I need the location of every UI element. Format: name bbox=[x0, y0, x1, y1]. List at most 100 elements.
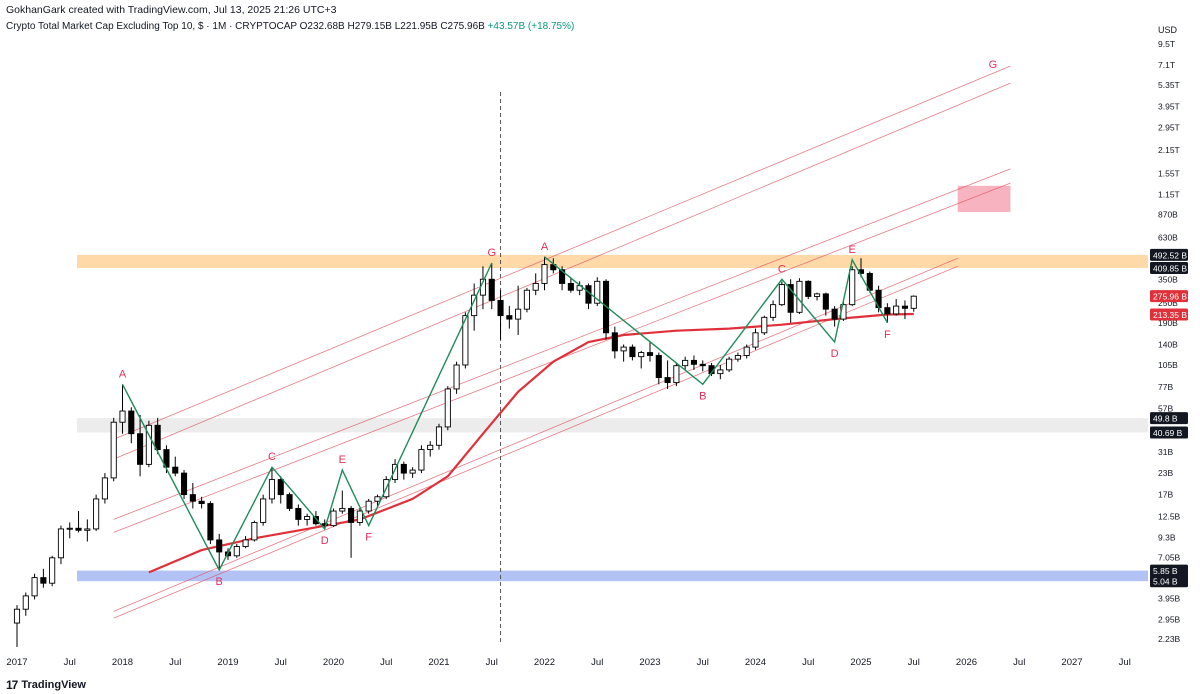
candle bbox=[453, 361, 460, 394]
y-tick-label: 140B bbox=[1158, 340, 1178, 350]
candle-body-down bbox=[312, 516, 319, 525]
candle bbox=[93, 494, 100, 531]
candle-body-up bbox=[717, 369, 724, 375]
candle bbox=[638, 350, 645, 369]
candle-body-down bbox=[831, 308, 838, 320]
price-tag-bg bbox=[1150, 262, 1188, 275]
wave-label: D bbox=[321, 535, 329, 547]
candle bbox=[497, 290, 504, 340]
candle bbox=[673, 362, 680, 387]
candle-body-up bbox=[532, 282, 539, 291]
zone-gray-support bbox=[77, 418, 1148, 433]
price-tag: 275.96 B bbox=[1150, 290, 1188, 303]
candle-body-up bbox=[57, 528, 65, 559]
price-tags-layer: 492.52 B 409.85 B 275.96 B 213.35 B 49.8 B 40… bbox=[1150, 248, 1188, 588]
candle-body-down bbox=[172, 466, 179, 474]
y-tick-label: 9.3B bbox=[1158, 533, 1176, 543]
ohlc-values: O232.68B H279.15B L221.95B C275.96B bbox=[299, 21, 485, 32]
candle bbox=[515, 285, 522, 335]
price-tag-bg bbox=[1150, 426, 1188, 439]
candle bbox=[356, 508, 363, 526]
price-tag-label: 40.69 B bbox=[1153, 428, 1183, 438]
candle bbox=[427, 441, 434, 457]
y-tick-label: 870B bbox=[1158, 209, 1178, 219]
candle-body-down bbox=[488, 278, 495, 301]
price-tag-label: 49.8 B bbox=[1153, 414, 1178, 424]
price-tag: 5.04 B bbox=[1150, 575, 1188, 588]
candle bbox=[664, 360, 671, 389]
candle bbox=[251, 520, 258, 542]
candle bbox=[277, 476, 284, 504]
candle bbox=[778, 281, 785, 307]
candle-body-up bbox=[515, 308, 522, 320]
target-box bbox=[957, 185, 1011, 213]
candle-body-up bbox=[304, 516, 311, 520]
y-tick-label: 17B bbox=[1158, 490, 1173, 500]
candle bbox=[655, 352, 662, 385]
candle-body-down bbox=[180, 472, 188, 496]
candle bbox=[831, 306, 838, 327]
x-tick-label: 2023 bbox=[639, 657, 660, 668]
price-tag-label: 5.85 B bbox=[1153, 566, 1178, 576]
candle bbox=[462, 312, 469, 369]
candle-body-up bbox=[374, 496, 381, 502]
x-tick-label: Jul bbox=[802, 657, 814, 668]
candle-body-up bbox=[444, 388, 451, 428]
price-tag-bg bbox=[1150, 290, 1188, 303]
y-tick-label: 77B bbox=[1158, 382, 1173, 392]
wave-label: B bbox=[216, 576, 223, 588]
candle-body-down bbox=[822, 293, 829, 310]
candle-body-down bbox=[699, 363, 706, 367]
candle bbox=[348, 505, 355, 558]
candle-body-up bbox=[49, 557, 56, 584]
price-tag-bg bbox=[1150, 564, 1188, 577]
wave-label: G bbox=[487, 247, 496, 259]
candle bbox=[66, 522, 73, 539]
x-tick-label: Jul bbox=[697, 657, 709, 668]
candle-body-up bbox=[268, 479, 276, 500]
candle-body-down bbox=[154, 424, 161, 451]
candle-body-up bbox=[620, 346, 627, 352]
y-tick-label: 250B bbox=[1158, 298, 1178, 308]
y-tick-label: 350B bbox=[1158, 274, 1178, 284]
tradingview-logo-text: TradingView bbox=[21, 679, 86, 691]
tradingview-logo[interactable]: 17 TradingView bbox=[6, 678, 86, 692]
candle-body-down bbox=[611, 332, 618, 352]
candle-body-up bbox=[638, 352, 645, 358]
candle bbox=[567, 277, 574, 293]
candle-body-up bbox=[778, 284, 785, 306]
candle bbox=[22, 592, 29, 616]
candle bbox=[374, 494, 381, 506]
candle bbox=[682, 356, 689, 370]
candle bbox=[726, 356, 733, 373]
x-tick-label: 2022 bbox=[534, 657, 555, 668]
candle bbox=[884, 303, 891, 323]
x-tick-label: 2017 bbox=[6, 657, 27, 668]
candle-body-up bbox=[242, 539, 249, 547]
price-tag-bg bbox=[1150, 248, 1188, 261]
candle bbox=[594, 277, 601, 307]
candle-body-up bbox=[752, 332, 759, 348]
candle bbox=[822, 292, 829, 316]
candle bbox=[444, 386, 451, 431]
candle-body-up bbox=[145, 424, 152, 465]
y-axis-unit-label: USD bbox=[1158, 25, 1178, 35]
candle bbox=[13, 605, 21, 647]
candle bbox=[752, 328, 759, 350]
price-tag-label: 213.35 B bbox=[1153, 310, 1187, 320]
candle-body-down bbox=[216, 539, 223, 553]
candle bbox=[260, 494, 267, 526]
price-tag-bg bbox=[1150, 575, 1188, 588]
y-tick-label: 2.15T bbox=[1158, 145, 1180, 155]
candle bbox=[770, 300, 777, 321]
channels-layer bbox=[113, 65, 1011, 619]
x-tick-label: Jul bbox=[380, 657, 392, 668]
symbol-name: Crypto Total Market Cap Excluding Top 10… bbox=[6, 21, 297, 32]
candle-body-down bbox=[655, 355, 662, 379]
zone-blue-support bbox=[77, 570, 1148, 582]
attribution-text: GokhanGark created with TradingView.com,… bbox=[6, 4, 337, 16]
candle bbox=[471, 283, 478, 331]
x-tick-label: Jul bbox=[275, 657, 287, 668]
candle-body-down bbox=[559, 269, 566, 284]
